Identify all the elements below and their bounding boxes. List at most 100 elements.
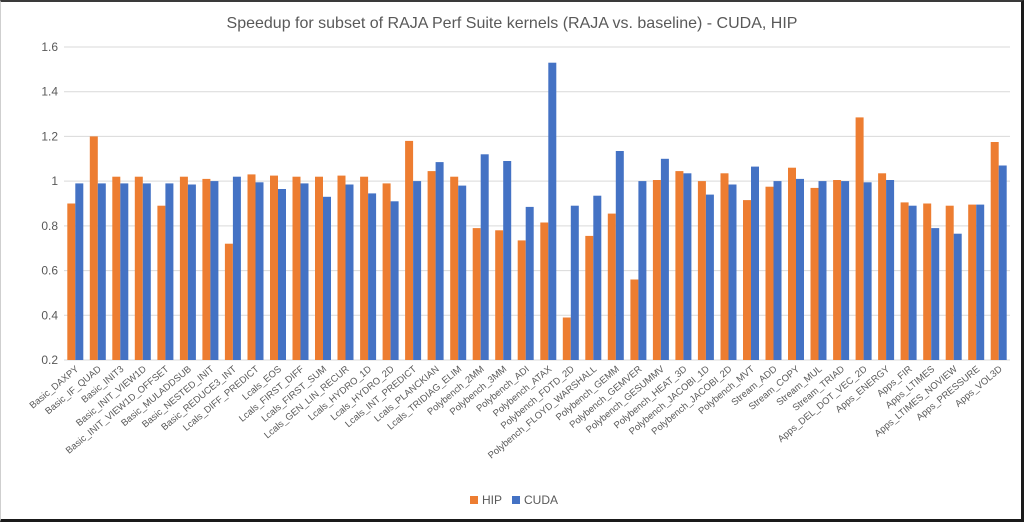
bar-cuda (841, 181, 850, 360)
legend-swatch-cuda (512, 496, 520, 504)
y-tick-label: 0.6 (41, 264, 58, 278)
bar-hip (315, 176, 323, 360)
bar-hip (990, 142, 999, 360)
bar-hip (585, 235, 594, 360)
bar-cuda (255, 182, 264, 360)
bar-hip (878, 173, 887, 360)
bar-cuda (232, 176, 241, 360)
bar-hip (720, 173, 729, 360)
bar-hip (247, 174, 256, 360)
bar-cuda (165, 183, 174, 360)
bar-cuda (525, 206, 534, 360)
y-tick-label: 1.6 (41, 40, 58, 54)
bar-hip (833, 180, 842, 360)
legend-label-hip: HIP (482, 493, 502, 507)
bar-hip (607, 213, 616, 360)
bar-hip (337, 175, 346, 360)
bar-hip (89, 136, 98, 360)
legend-label-cuda: CUDA (524, 493, 558, 507)
bar-cuda (300, 183, 309, 360)
bar-hip (517, 240, 526, 360)
bar-cuda (480, 154, 489, 360)
y-tick-label: 0.8 (41, 219, 58, 233)
bar-hip (427, 171, 436, 360)
bar-cuda (638, 181, 647, 360)
bar-hip (134, 176, 143, 360)
bar-cuda (345, 184, 354, 360)
bar-cuda (818, 181, 827, 360)
bar-cuda (751, 166, 759, 360)
bar-cuda (278, 189, 286, 360)
bar-hip (788, 167, 796, 360)
gridlines (64, 46, 1010, 361)
y-axis-ticks: 0.2 0.4 0.6 0.8 1 1.2 1.4 1.6 (41, 40, 58, 367)
bar-hip (495, 230, 504, 360)
bar-cuda (886, 180, 895, 360)
bar-hip (67, 203, 76, 360)
bar-cuda (503, 161, 512, 360)
bar-cuda (660, 158, 669, 360)
bar-cuda (390, 201, 399, 360)
bar-hip (675, 171, 684, 360)
bar-cuda (570, 205, 579, 360)
bar-hip (360, 176, 369, 360)
y-tick-label: 1 (51, 174, 58, 188)
bar-cuda (953, 233, 962, 360)
bar-hip (945, 205, 954, 360)
bar-hip (923, 203, 932, 360)
bar-hip (562, 317, 571, 360)
bar-hip (292, 176, 301, 360)
bar-hip (224, 243, 233, 360)
bar-hip (270, 175, 278, 360)
bar-hip (179, 176, 188, 360)
bar-hip (630, 279, 639, 360)
bar-cuda (908, 205, 917, 360)
bar-cuda (976, 204, 985, 360)
bar-cuda (615, 151, 624, 360)
bar-hip (743, 200, 751, 360)
bar-cuda (458, 185, 467, 360)
bar-hip (810, 187, 819, 360)
bar-cuda (705, 194, 714, 360)
x-axis-labels: Basic_DAXPYBasic_IF_QUADBasic_INIT3Basic… (28, 363, 1005, 461)
bar-hip (202, 178, 211, 360)
bar-cuda (142, 183, 151, 360)
bar-hip (900, 202, 909, 360)
legend-swatch-hip (470, 496, 478, 504)
bar-cuda (683, 173, 692, 360)
bar-hip (112, 176, 121, 360)
bar-hip (405, 140, 414, 360)
bar-hip (540, 222, 549, 360)
bar-cuda (548, 62, 557, 360)
bar-cuda (210, 181, 219, 360)
bar-cuda (120, 183, 129, 360)
bar-hip (382, 183, 391, 360)
bar-cuda (998, 165, 1007, 360)
bars (67, 62, 1007, 361)
bar-hip (697, 181, 706, 360)
bar-cuda (863, 182, 872, 360)
bar-hip (157, 205, 166, 360)
bar-cuda (368, 193, 377, 360)
bar-hip (765, 186, 774, 360)
bar-cuda (728, 184, 737, 360)
legend: HIP CUDA (470, 493, 558, 507)
bar-cuda (796, 178, 804, 360)
y-tick-label: 1.4 (41, 85, 58, 99)
bar-cuda (187, 184, 196, 360)
chart-title: Speedup for subset of RAJA Perf Suite ke… (227, 15, 798, 32)
bar-cuda (413, 181, 422, 360)
bar-cuda (593, 195, 602, 360)
y-tick-label: 0.4 (41, 308, 58, 322)
bar-hip (652, 180, 661, 360)
bar-hip (450, 176, 459, 360)
bar-cuda (435, 162, 444, 360)
bar-cuda (97, 183, 106, 360)
bar-cuda (323, 196, 331, 360)
y-tick-label: 0.2 (41, 353, 58, 367)
bar-hip (472, 228, 481, 360)
bar-hip (968, 204, 977, 360)
y-tick-label: 1.2 (41, 129, 58, 143)
bar-cuda (773, 181, 782, 360)
